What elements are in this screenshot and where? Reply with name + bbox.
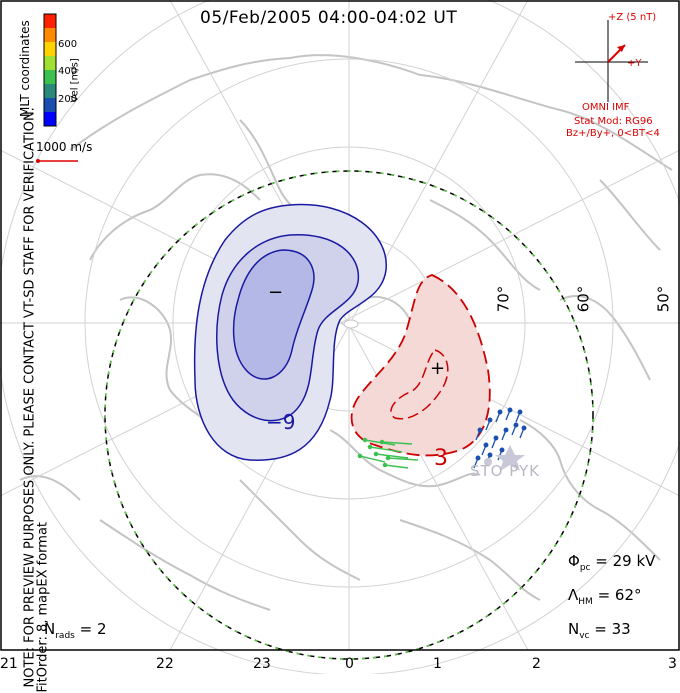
vector-scale-label: 1000 m/s: [36, 140, 93, 154]
colorbar-segment: [44, 56, 56, 71]
mlt-label-1: 1: [433, 656, 442, 672]
colorbar-outline: [43, 13, 57, 127]
coordinates-label: MLT coordinates: [18, 20, 32, 117]
coastlines: [19, 54, 673, 611]
heppner-maynard-boundary: [104, 170, 594, 660]
positive-contour-label: 3: [434, 446, 448, 471]
colorbar-segment: [44, 14, 56, 29]
colorbar-segment: [44, 98, 56, 113]
convection-map: [0, 0, 680, 674]
mlt-label-2: 2: [532, 656, 541, 672]
positive-cell-maximum: +: [430, 358, 446, 379]
radar-site-labels: STO PYK: [470, 462, 540, 480]
colorbar-segment: [44, 84, 56, 99]
colorbar-tick-600: 600: [58, 39, 78, 50]
hm-boundary-latitude: ΛHM = 62°: [568, 586, 642, 607]
colorbar-segment: [44, 28, 56, 43]
negative-cell-minimum: −: [268, 282, 284, 303]
negative-contour-label: −9: [266, 410, 296, 434]
mlt-label-3: 3: [668, 656, 677, 672]
imf-source: OMNI IMF: [582, 102, 630, 113]
imf-stat-mod: Stat Mod: RG96: [574, 116, 653, 127]
lat-label-60: 60°: [574, 285, 593, 313]
imf-z-label: +Z (5 nT): [608, 12, 657, 23]
mlt-label-0: 0: [345, 656, 354, 672]
vector-scale: [36, 159, 78, 163]
colorbar-segment: [44, 70, 56, 85]
cross-polar-potential: Φpc = 29 kV: [568, 552, 656, 573]
negative-potential-cell: [193, 203, 387, 461]
n-rads-value: 2: [96, 620, 107, 638]
colorbar-segment: [44, 42, 56, 57]
radar-count: Nrads = 2: [44, 620, 107, 641]
imf-y-label: +Y: [627, 58, 642, 69]
map-title: 05/Feb/2005 04:00-04:02 UT: [200, 8, 458, 28]
lambda-hm-value: 62°: [614, 586, 642, 604]
positive-potential-cell: [350, 274, 491, 457]
mlt-label-21: 21: [0, 656, 18, 672]
coordinate-grid: [0, 0, 680, 674]
lat-label-50: 50°: [654, 285, 673, 313]
lat-label-70: 70°: [494, 285, 513, 313]
vector-count: Nvc = 33: [568, 620, 631, 641]
fit-order-note: FitOrder: 8, mapEX format: [35, 521, 51, 693]
n-vc-value: 33: [611, 620, 631, 638]
phi-pc-value: 29 kV: [612, 552, 656, 570]
colorbar-tick-400: 400: [58, 66, 78, 77]
mlt-label-22: 22: [156, 656, 174, 672]
plot-frame: [0, 0, 680, 651]
velocity-colorbar: [43, 13, 57, 127]
radar-site-markers: [484, 445, 525, 471]
velocity-vectors-green: [357, 437, 419, 469]
imf-condition: Bz+/By+, 0<BT<4: [566, 128, 660, 139]
colorbar-tick-200: 200: [58, 94, 78, 105]
imf-clock-dial: [575, 20, 648, 102]
pole-marker: [343, 319, 359, 329]
colorbar-segment: [44, 112, 56, 127]
mlt-label-23: 23: [253, 656, 271, 672]
